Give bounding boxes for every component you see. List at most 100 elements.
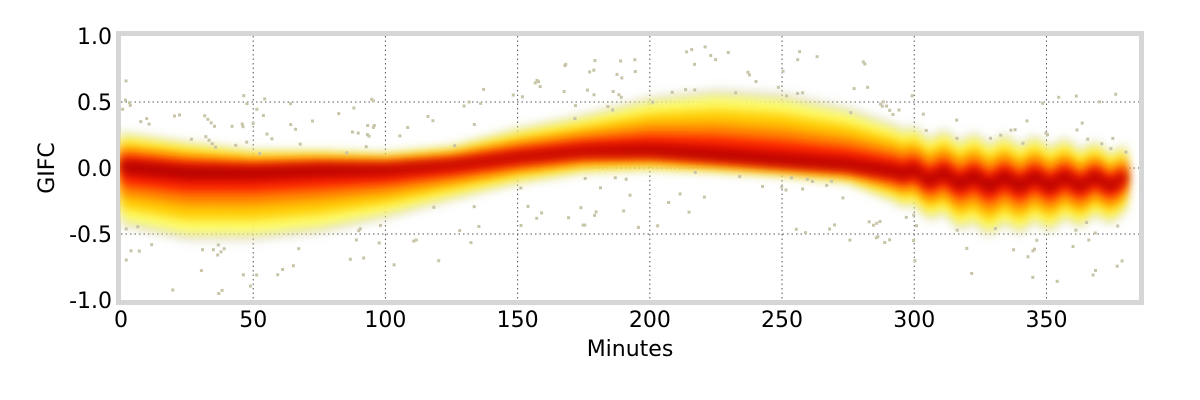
- y-axis-ticks: 1.0 0.5 0.0 -0.5 -1.0: [69, 25, 112, 314]
- outlier-point: [1116, 224, 1120, 228]
- outlier-point: [592, 93, 596, 97]
- outlier-point: [171, 288, 175, 292]
- outlier-point: [861, 60, 865, 64]
- outlier-point: [406, 126, 410, 129]
- outlier-point: [875, 221, 879, 225]
- y-tick-label: 1.0: [77, 25, 112, 50]
- outlier-point: [479, 101, 483, 105]
- outlier-point: [207, 138, 211, 142]
- outlier-point: [241, 273, 245, 277]
- outlier-point: [535, 78, 539, 82]
- outlier-point: [684, 88, 688, 92]
- outlier-point: [970, 272, 974, 275]
- outlier-point: [841, 196, 845, 200]
- outlier-point: [540, 211, 544, 215]
- outlier-point: [690, 48, 694, 52]
- outlier-point: [1055, 279, 1059, 283]
- outlier-point: [828, 227, 832, 231]
- outlier-point: [897, 108, 901, 112]
- outlier-point: [955, 118, 959, 122]
- outlier-point: [364, 145, 368, 149]
- outlier-point: [563, 64, 567, 68]
- outlier-point: [136, 225, 140, 229]
- outlier-point: [520, 95, 524, 99]
- outlier-point: [924, 129, 928, 132]
- x-tick-label: 250: [761, 308, 803, 333]
- y-tick-label: 0.5: [77, 91, 112, 116]
- outlier-point: [790, 176, 793, 180]
- outlier-point: [1009, 128, 1013, 132]
- density-level-6: [121, 147, 1126, 189]
- outlier-point: [289, 123, 293, 127]
- outlier-point: [377, 241, 381, 245]
- outlier-point: [1075, 128, 1079, 132]
- outlier-point: [216, 243, 220, 247]
- outlier-point: [583, 223, 587, 227]
- outlier-point: [651, 100, 655, 104]
- outlier-point: [796, 92, 800, 95]
- outlier-point: [472, 123, 476, 126]
- outlier-point: [761, 184, 764, 188]
- y-tick-label: -1.0: [69, 289, 112, 314]
- outlier-point: [371, 99, 375, 103]
- outlier-point: [1031, 275, 1035, 279]
- outlier-point: [579, 206, 583, 210]
- outlier-point: [693, 170, 697, 174]
- x-tick-label: 150: [497, 308, 539, 333]
- outlier-point: [615, 72, 619, 76]
- outlier-point: [203, 114, 207, 118]
- outlier-point: [702, 195, 706, 199]
- outlier-point: [1071, 245, 1075, 248]
- outlier-point: [437, 259, 441, 263]
- outlier-point: [128, 101, 131, 105]
- outlier-point: [129, 249, 133, 253]
- outlier-point: [1033, 247, 1036, 251]
- outlier-point: [734, 91, 738, 95]
- outlier-point: [173, 114, 176, 118]
- outlier-point: [354, 238, 358, 242]
- outlier-point: [867, 220, 871, 224]
- outlier-point: [453, 144, 457, 148]
- x-tick-label: 300: [893, 308, 935, 333]
- outlier-point: [1111, 136, 1115, 140]
- outlier-point: [955, 136, 959, 140]
- outlier-point: [337, 112, 341, 116]
- outlier-point: [1074, 228, 1078, 232]
- x-axis-title: Minutes: [587, 337, 674, 362]
- outlier-point: [888, 238, 892, 242]
- outlier-point: [178, 113, 181, 117]
- outlier-point: [189, 137, 193, 141]
- outlier-point: [537, 80, 541, 84]
- outlier-point: [810, 180, 814, 183]
- outlier-point: [573, 104, 577, 108]
- outlier-point: [248, 284, 252, 288]
- outlier-point: [526, 204, 530, 208]
- outlier-point: [533, 81, 537, 85]
- outlier-point: [211, 248, 215, 252]
- outlier-point: [830, 179, 834, 183]
- outlier-point: [709, 54, 713, 57]
- outlier-point: [1114, 92, 1118, 96]
- outlier-point: [912, 213, 916, 217]
- outlier-point: [201, 248, 204, 252]
- outlier-point: [1026, 255, 1030, 259]
- outlier-point: [1041, 101, 1045, 105]
- outlier-point: [230, 124, 234, 128]
- outlier-point: [242, 94, 246, 98]
- outlier-point: [365, 133, 369, 137]
- outlier-point: [362, 256, 366, 260]
- outlier-point: [833, 223, 836, 227]
- outlier-point: [1057, 95, 1061, 99]
- outlier-point: [1074, 94, 1078, 98]
- outlier-point: [611, 90, 615, 93]
- outlier-point: [472, 205, 476, 209]
- x-tick-label: 50: [239, 308, 267, 333]
- outlier-point: [1115, 264, 1119, 268]
- outlier-point: [1080, 121, 1084, 125]
- outlier-point: [372, 124, 376, 127]
- outlier-point: [432, 205, 436, 209]
- outlier-point: [1093, 231, 1097, 235]
- outlier-point: [216, 253, 220, 257]
- outlier-point: [573, 117, 577, 120]
